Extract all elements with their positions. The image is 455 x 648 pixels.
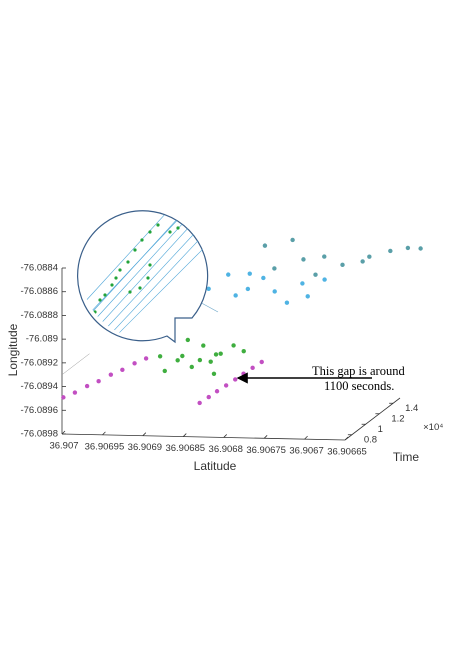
x-tick-label: 36.9067 xyxy=(289,446,323,457)
point xyxy=(322,277,327,282)
point xyxy=(300,281,305,286)
x-tick-label: 36.9069 xyxy=(128,442,162,453)
point xyxy=(132,361,137,366)
x-axis-label: Latitude xyxy=(194,459,237,473)
point xyxy=(322,254,327,259)
point xyxy=(418,246,423,251)
point xyxy=(241,348,246,354)
x-tick xyxy=(223,434,227,438)
point xyxy=(247,271,252,276)
point xyxy=(250,365,255,371)
point xyxy=(96,378,101,384)
point xyxy=(120,367,125,373)
annotation: This gap is around xyxy=(312,364,405,378)
x-tick-label: 36.90675 xyxy=(246,445,286,456)
point xyxy=(162,368,167,374)
point xyxy=(388,248,393,254)
x-tick-label: 36.9068 xyxy=(209,444,243,455)
point xyxy=(180,353,185,359)
data-marks xyxy=(61,237,423,406)
point xyxy=(175,358,180,363)
point xyxy=(223,383,229,388)
point xyxy=(360,259,365,264)
point xyxy=(272,266,277,271)
point xyxy=(340,262,345,268)
point xyxy=(233,293,238,298)
x-tick xyxy=(344,436,349,441)
point xyxy=(61,395,66,400)
y-tick-label: -76.0886 xyxy=(20,286,58,297)
z-axis-label: Time xyxy=(393,450,420,464)
z-axis xyxy=(344,397,401,441)
point xyxy=(233,377,238,382)
annotation: 1100 seconds. xyxy=(324,379,394,393)
z-tick-label: 1.4 xyxy=(405,403,418,414)
x-tick xyxy=(304,435,308,440)
y-tick-label: -76.0892 xyxy=(20,357,58,368)
point xyxy=(245,286,251,292)
point xyxy=(185,337,191,343)
floor-line xyxy=(61,353,90,375)
point xyxy=(206,394,211,400)
axes: -76.0898 -76.0896 -76.0894 -76.0892 -76.089 -… xyxy=(6,263,443,474)
x-tick xyxy=(102,431,106,436)
point xyxy=(272,289,277,294)
y-axis-label: Longitude xyxy=(6,323,20,376)
point xyxy=(197,400,202,406)
point xyxy=(211,371,217,377)
point xyxy=(72,390,78,395)
point xyxy=(261,275,266,281)
y-tick-label: -76.089 xyxy=(26,334,58,345)
point xyxy=(290,237,295,243)
point xyxy=(201,343,206,348)
x-tick-label: 36.90665 xyxy=(327,447,367,458)
point xyxy=(157,354,163,359)
z-multiplier: ×10⁴ xyxy=(423,422,443,433)
x-tick xyxy=(263,435,268,439)
y-tick-label: -76.0884 xyxy=(20,263,58,274)
point xyxy=(301,257,306,262)
point xyxy=(262,243,268,248)
x-tick-label: 36.90695 xyxy=(85,441,125,452)
point xyxy=(284,300,290,305)
x-tick-label: 36.907 xyxy=(49,441,78,452)
point xyxy=(313,272,318,277)
z-tick-label: 0.8 xyxy=(364,434,377,445)
point xyxy=(84,383,90,389)
magnifier xyxy=(77,210,219,344)
point xyxy=(206,286,211,291)
point xyxy=(218,351,223,356)
z-tick-label: 1 xyxy=(378,424,383,435)
y-tick-label: -76.0896 xyxy=(20,405,58,416)
point xyxy=(214,389,220,394)
point xyxy=(259,359,264,365)
x-tick xyxy=(183,433,187,437)
y-tick-label: -76.0898 xyxy=(20,429,58,440)
point xyxy=(197,357,203,363)
point xyxy=(143,356,149,361)
point xyxy=(241,371,246,376)
x-tick xyxy=(61,430,66,435)
z-tick-label: 1.2 xyxy=(391,413,404,424)
point xyxy=(305,294,310,299)
point xyxy=(213,352,219,357)
point xyxy=(108,372,114,377)
point xyxy=(226,272,231,277)
x-tick-label: 36.90685 xyxy=(165,443,205,454)
x-axis xyxy=(61,433,346,441)
point xyxy=(208,359,213,364)
point xyxy=(405,245,411,251)
point xyxy=(189,364,194,370)
x-tick xyxy=(142,432,147,436)
y-tick-label: -76.0894 xyxy=(20,381,58,392)
point xyxy=(231,343,236,348)
y-tick-label: -76.0888 xyxy=(20,310,58,321)
point xyxy=(367,254,372,259)
